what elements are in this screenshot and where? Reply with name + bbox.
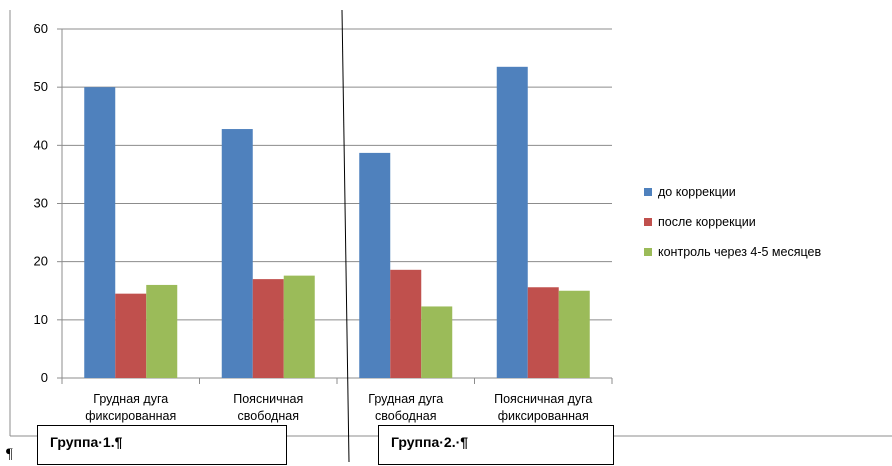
y-tick-label: 60 [34, 21, 48, 36]
x-tick-label: Грудная дуга [368, 392, 443, 406]
y-tick-label: 30 [34, 196, 48, 211]
bar [283, 275, 315, 378]
bar [252, 279, 284, 378]
x-tick-label: Поясничная дуга [494, 392, 592, 406]
bar [115, 293, 147, 378]
y-tick-label: 20 [34, 254, 48, 269]
bar [146, 284, 178, 378]
legend-label: до коррекции [658, 185, 736, 199]
group2-label-box: Группа·2.·¶ [378, 425, 614, 465]
x-tick-label: фиксированная [85, 409, 176, 423]
legend-swatch [644, 248, 652, 256]
bar [496, 66, 528, 378]
legend-label: контроль через 4-5 месяцев [658, 245, 821, 259]
x-tick-label: Поясничная [233, 392, 303, 406]
legend-swatch [644, 218, 652, 226]
bar [390, 269, 422, 378]
legend-label: после коррекции [658, 215, 756, 229]
y-tick-label: 40 [34, 137, 48, 152]
group1-label-box: Группа·1.¶ [37, 425, 287, 465]
bar [558, 290, 590, 378]
y-tick-label: 0 [41, 370, 48, 385]
group2-label: Группа·2.·¶ [391, 434, 469, 450]
group-divider-line [341, 9, 350, 463]
bar [221, 129, 253, 378]
y-tick-label: 10 [34, 312, 48, 327]
y-tick-label: 50 [34, 79, 48, 94]
bars [84, 66, 590, 379]
bar [527, 287, 559, 378]
legend-swatch [644, 188, 652, 196]
category-labels: Грудная дуга фиксированная Поясничная свобо… [85, 392, 592, 423]
x-tick-label: свободная [238, 409, 299, 423]
group1-label: Группа·1.¶ [50, 434, 123, 450]
x-tick-label: фиксированная [498, 409, 589, 423]
bar [359, 152, 391, 378]
gridlines [62, 28, 612, 321]
legend: до коррекции после коррекции контроль чере… [644, 185, 821, 259]
x-tick-label: Грудная дуга [93, 392, 168, 406]
bar [421, 306, 453, 378]
bar [84, 87, 116, 379]
x-tick-label: свободная [375, 409, 436, 423]
paragraph-mark: ¶ [6, 446, 13, 462]
